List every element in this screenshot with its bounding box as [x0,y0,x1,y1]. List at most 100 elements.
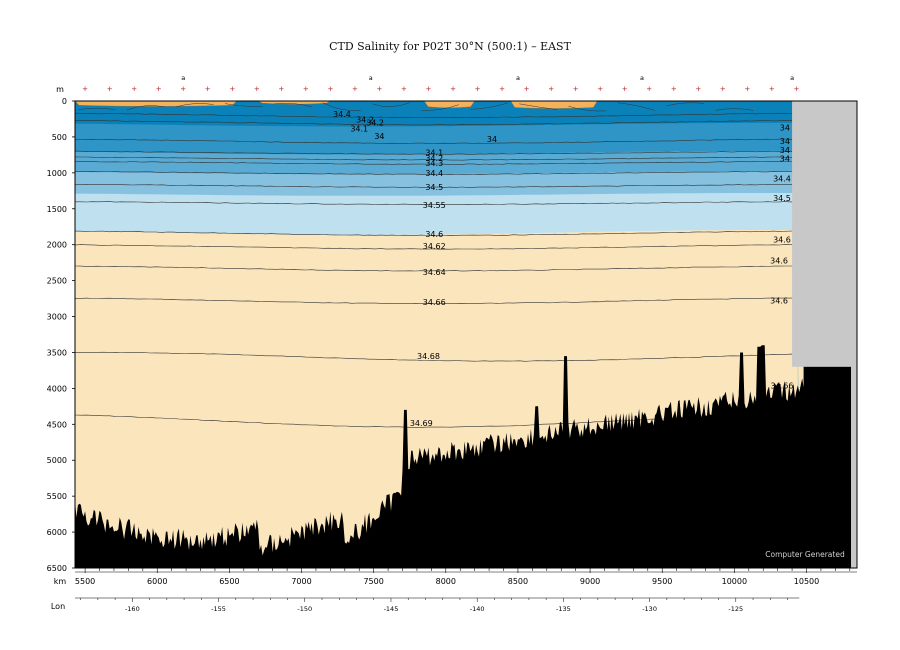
contour-surface-detail [126,105,165,111]
km-tick-label: 8500 [508,577,528,586]
lon-tick-label: -155 [211,605,226,613]
contour-surface-detail [175,103,214,108]
contour-34-3 [75,161,797,165]
contour-34-5 [75,183,797,188]
contour-label: 34.2 [356,116,374,125]
contour-surface-detail [274,102,312,108]
contour-label: 34.55 [423,201,446,210]
contour-label: 34.68 [417,352,440,361]
contour-label: 34 [780,137,790,146]
contour-label: 34 [780,154,790,163]
contour-surface-detail [372,102,410,107]
station-tick: + [426,85,432,93]
contour-label: 34.6 [770,297,788,306]
contour-34-4-upper [75,112,797,119]
plot-frame [74,100,858,569]
contour-surface-detail [77,107,116,110]
watermark-text: WOCE [795,524,815,532]
lon-tick-label: -150 [297,605,312,613]
station-tick: + [107,85,113,93]
station-tick: + [327,85,333,93]
contour-34-4 [75,170,797,175]
contour-surface-detail [617,102,656,111]
contour-label: 34.2 [425,154,443,163]
contour-surface-detail [568,105,606,112]
contour-label: 34.66 [771,382,794,391]
depth-tick-label: 5000 [47,456,67,465]
station-tick: + [376,85,382,93]
contour-label: 34.1 [350,124,368,133]
depth-axis-unit: m [56,85,64,94]
station-marker: a [516,74,520,82]
contour-label: 34 [487,135,497,144]
contour-label: 34.5 [773,194,791,203]
station-marker: a [640,74,644,82]
watermark-note: Computer Generated [765,550,845,559]
km-tick-label: 7500 [363,577,383,586]
fill-surface-high-salinity [510,101,598,109]
fill-surface-high-salinity [423,101,475,109]
lon-tick-label: -135 [556,605,571,613]
contour-surface-detail [421,104,459,111]
station-tick: + [254,85,260,93]
depth-tick-label: 4000 [47,384,67,393]
contour-label: 34.4 [333,110,351,119]
depth-tick-label: 1500 [47,205,67,214]
contour-surface-detail [225,103,263,107]
seafloor-bathymetry [75,126,857,568]
depth-tick-label: 4500 [47,420,67,429]
station-tick: + [229,85,235,93]
contour-34-1 [75,150,797,155]
depth-tick-label: 1000 [47,169,67,178]
no-data-mask-edge [851,101,857,568]
depth-tick-label: 5500 [47,492,67,501]
no-data-mask [792,101,851,367]
contour-label: 34 [780,146,790,155]
station-tick: + [205,85,211,93]
station-tick: + [793,85,799,93]
watermark-text: HYDROGRAPHIC [779,532,832,540]
chart-title: CTD Salinity for P02T 30°N (500:1) – EAS… [329,40,571,53]
station-tick: + [180,85,186,93]
contour-label: 34.66 [423,298,446,307]
station-tick: + [303,85,309,93]
station-marker: a [369,74,373,82]
station-tick: + [646,85,652,93]
contour-label: 34.4 [425,169,443,178]
contour-label: 34.4 [773,175,791,184]
km-tick-label: 6500 [219,577,239,586]
depth-tick-label: 6000 [47,528,67,537]
lon-tick-label: -125 [728,605,743,613]
contour-label: 34.3 [425,159,443,168]
km-tick-label: 5500 [75,577,95,586]
contour-34-64 [75,265,797,272]
lon-tick-label: -160 [125,605,140,613]
contour-34-62 [75,244,797,250]
station-tick: + [524,85,530,93]
contour-34-66 [75,297,797,304]
contour-34-0 [75,138,797,144]
contour-label: 34.62 [423,242,446,251]
km-tick-label: 6000 [147,577,167,586]
watermark-text: ATLAS [795,540,815,548]
contour-surface-detail [666,102,705,107]
station-tick: + [131,85,137,93]
depth-tick-label: 2000 [47,241,67,250]
depth-tick-label: 3500 [47,348,67,357]
contour-label: 34.64 [423,268,446,277]
contour-34-2 [75,156,797,161]
station-tick: + [156,85,162,93]
contour-surface-detail [519,103,557,110]
depth-tick-label: 0 [62,97,67,106]
km-tick-label: 7000 [291,577,311,586]
contour-34-6 [75,230,797,236]
station-tick: + [82,85,88,93]
station-tick: + [573,85,579,93]
contour-label: 34.69 [410,419,433,428]
contour-label: 34.1 [425,149,443,158]
km-tick-label: 9000 [580,577,600,586]
contour-surface-detail [470,102,508,110]
station-marker: a [790,74,794,82]
station-tick: + [671,85,677,93]
contour-label: 34.6 [770,256,788,265]
